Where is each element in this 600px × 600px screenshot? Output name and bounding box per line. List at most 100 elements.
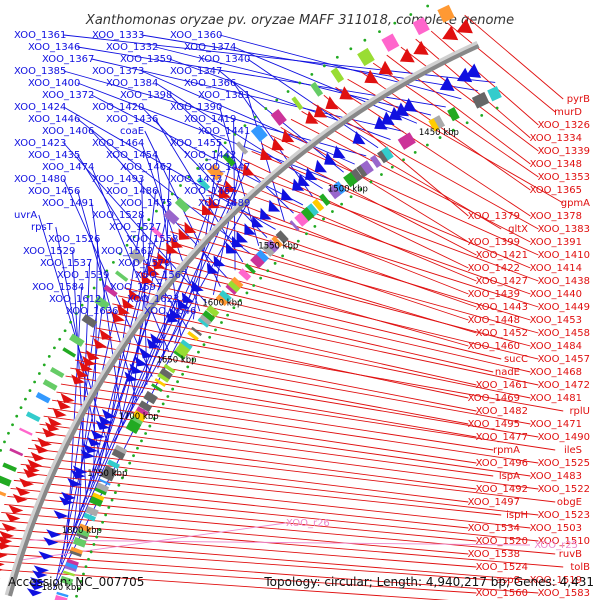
feature-block (112, 448, 126, 459)
right-gene-label: XOO_1448 (468, 315, 520, 326)
feature-block (85, 505, 99, 517)
left-gene-label: XOO_1359 (120, 54, 172, 65)
tick-dot (69, 320, 73, 324)
tick-dot (214, 149, 218, 153)
right-leader-line (163, 239, 477, 334)
reverse-gene-arrow (339, 86, 354, 100)
right-gene-label: XOO_1524 (476, 562, 528, 573)
right-leader-line (184, 215, 531, 321)
tick-dot (124, 469, 128, 472)
reverse-gene-arrow (71, 374, 86, 385)
right-gene-label: nadE (495, 367, 520, 378)
reverse-gene-arrow (42, 427, 57, 438)
right-leader-line (430, 30, 539, 126)
feature-track-inner (54, 86, 502, 600)
reverse-gene-arrow (171, 236, 184, 249)
right-gene-label: rpmA (493, 445, 520, 456)
forward-gene-arrow (381, 111, 395, 126)
left-gene-label: XOO_1493 (92, 174, 144, 185)
left-leader-line (60, 298, 100, 565)
left-gene-label: XOO_1526 (48, 234, 100, 245)
forward-gene-arrow (32, 570, 48, 579)
left-gene-label: XOO_1486 (106, 186, 158, 197)
left-gene-label: XOO_1447 (198, 162, 250, 173)
left-gene-label: XOO_1406 (42, 126, 94, 137)
tick-dot (349, 47, 353, 51)
right-leader-line (177, 223, 469, 321)
forward-gene-arrow (90, 429, 105, 440)
right-leader-line (24, 455, 539, 516)
feature-block (487, 86, 502, 102)
left-gene-label: XOO_1455 (170, 138, 222, 149)
left-gene-label: XOO_1347 (170, 66, 222, 77)
kbp-tick-label: 1550 kbp (258, 242, 298, 252)
feature-block (200, 310, 216, 324)
forward-gene-arrow (181, 292, 195, 304)
tick-dot (238, 298, 242, 302)
left-gene-label: XOO_1464 (92, 138, 144, 149)
right-gene-label: XOO_1503 (530, 523, 582, 534)
right-leader-line (216, 183, 531, 295)
tick-dot (296, 239, 300, 243)
forward-gene-arrow (259, 207, 272, 220)
right-gene-label: XOO_1481 (530, 393, 582, 404)
right-leader-line (95, 327, 564, 412)
right-gene-label: XOO_1483 (530, 471, 582, 482)
forward-gene-arrow (456, 67, 473, 83)
feature-block (151, 383, 163, 393)
feature-block-outer (150, 226, 164, 239)
right-leader-line (290, 118, 531, 243)
left-leader-line (113, 202, 248, 443)
left-gene-label: XOO_1597 (110, 282, 162, 293)
left-gene-label: XOO_1562 (101, 246, 153, 257)
tick-dot (413, 150, 417, 154)
feature-block (197, 317, 209, 328)
feature-block-outer (174, 197, 191, 213)
feature-block-outer (2, 462, 17, 473)
right-gene-label: XOO_1383 (538, 224, 590, 235)
reverse-gene-arrow (82, 355, 96, 367)
feature-block (95, 482, 110, 493)
left-gene-labels: XOO_1361 XOO_1333 XOO_1360 XOO_1346 XOO_1332… (14, 30, 250, 317)
left-gene-label: XOO_1558 (126, 234, 178, 245)
feature-block (128, 419, 142, 430)
tick-dot (465, 121, 469, 125)
reverse-gene-arrow (0, 552, 8, 558)
forward-gene-arrow (61, 491, 76, 501)
tick-dot (86, 295, 90, 298)
feature-block (304, 203, 319, 219)
tick-dot (144, 432, 148, 435)
tick-dot (197, 350, 200, 354)
left-gene-label: XOO_1400 (28, 78, 80, 89)
right-gene-label: XOO_1495 (468, 419, 520, 430)
tick-dot (393, 21, 397, 25)
forward-gene-arrow (191, 280, 204, 292)
reverse-gene-arrow (79, 361, 93, 372)
feature-block-outer (0, 475, 12, 487)
tick-dot (24, 397, 27, 401)
reverse-gene-arrow (30, 451, 46, 462)
feature-block (103, 465, 118, 477)
forward-gene-arrow (59, 496, 74, 506)
reverse-gene-arrow (157, 252, 170, 264)
rna-gene-label: XOO_r26 (286, 518, 330, 529)
tick-dot (11, 423, 14, 427)
reverse-gene-arrow (111, 311, 125, 323)
reverse-gene-arrow (0, 530, 15, 540)
feature-block-outer (35, 392, 51, 404)
left-leader-line (141, 106, 268, 238)
tick-dot (305, 232, 308, 236)
reverse-gene-arrow (93, 338, 107, 349)
left-gene-label: XOO_1636 (66, 306, 118, 317)
tick-dot (233, 132, 237, 136)
right-leader-line (200, 199, 539, 308)
forward-gene-arrow (388, 106, 403, 121)
feature-block-outer (9, 448, 24, 457)
tick-dot (87, 557, 90, 561)
tick-dot (275, 98, 279, 102)
right-gene-label: XOO_1457 (538, 354, 590, 365)
tick-dot (80, 303, 84, 307)
right-leader-line (251, 151, 531, 269)
left-gene-label: XOO_1366 (184, 78, 236, 89)
